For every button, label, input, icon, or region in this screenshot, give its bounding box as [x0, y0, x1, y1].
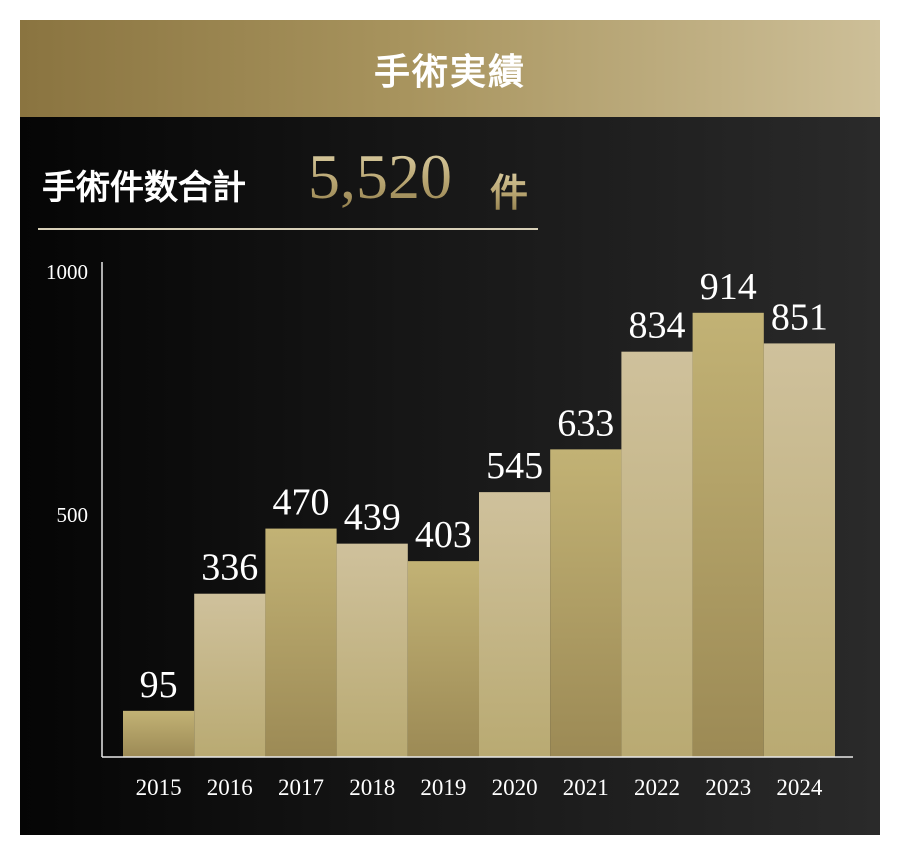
- value-label-2018: 439: [344, 497, 401, 539]
- category-label-2019: 2019: [420, 775, 466, 800]
- category-label-2016: 2016: [207, 775, 253, 800]
- total-value: 5,520: [308, 141, 452, 212]
- bar-2015: [123, 710, 195, 757]
- bar-2019: [407, 561, 479, 757]
- page-title: 手術実績: [373, 50, 526, 93]
- total-unit: 件: [490, 162, 528, 217]
- bar-2018: [336, 543, 408, 757]
- category-label-2022: 2022: [634, 775, 680, 800]
- y-tick-label-500: 500: [57, 503, 89, 527]
- value-label-2015: 95: [140, 664, 178, 706]
- value-label-2021: 633: [557, 402, 614, 444]
- value-label-2019: 403: [415, 514, 472, 556]
- value-label-2023: 914: [700, 266, 757, 308]
- value-label-2022: 834: [629, 305, 686, 347]
- bar-2016: [194, 593, 266, 757]
- bar-2022: [621, 351, 693, 757]
- header-bar: 手術実績: [20, 20, 880, 117]
- category-label-2018: 2018: [349, 775, 395, 800]
- category-label-2024: 2024: [776, 775, 823, 800]
- bar-2020: [479, 492, 551, 757]
- category-label-2023: 2023: [705, 775, 751, 800]
- category-label-2021: 2021: [563, 775, 609, 800]
- category-label-2020: 2020: [492, 775, 538, 800]
- total-summary: 手術件数合計 5,520 件: [38, 138, 538, 230]
- category-label-2017: 2017: [278, 775, 324, 800]
- value-label-2020: 545: [486, 445, 543, 487]
- bar-2017: [265, 528, 337, 757]
- bar-2024: [763, 343, 835, 757]
- y-tick-label-1000: 1000: [46, 260, 88, 284]
- value-label-2017: 470: [273, 482, 330, 524]
- total-label: 手術件数合計: [42, 168, 246, 208]
- bar-2023: [692, 312, 764, 757]
- bar-2021: [550, 449, 622, 757]
- category-label-2015: 2015: [136, 775, 182, 800]
- value-label-2016: 336: [201, 547, 258, 589]
- value-label-2024: 851: [771, 296, 828, 338]
